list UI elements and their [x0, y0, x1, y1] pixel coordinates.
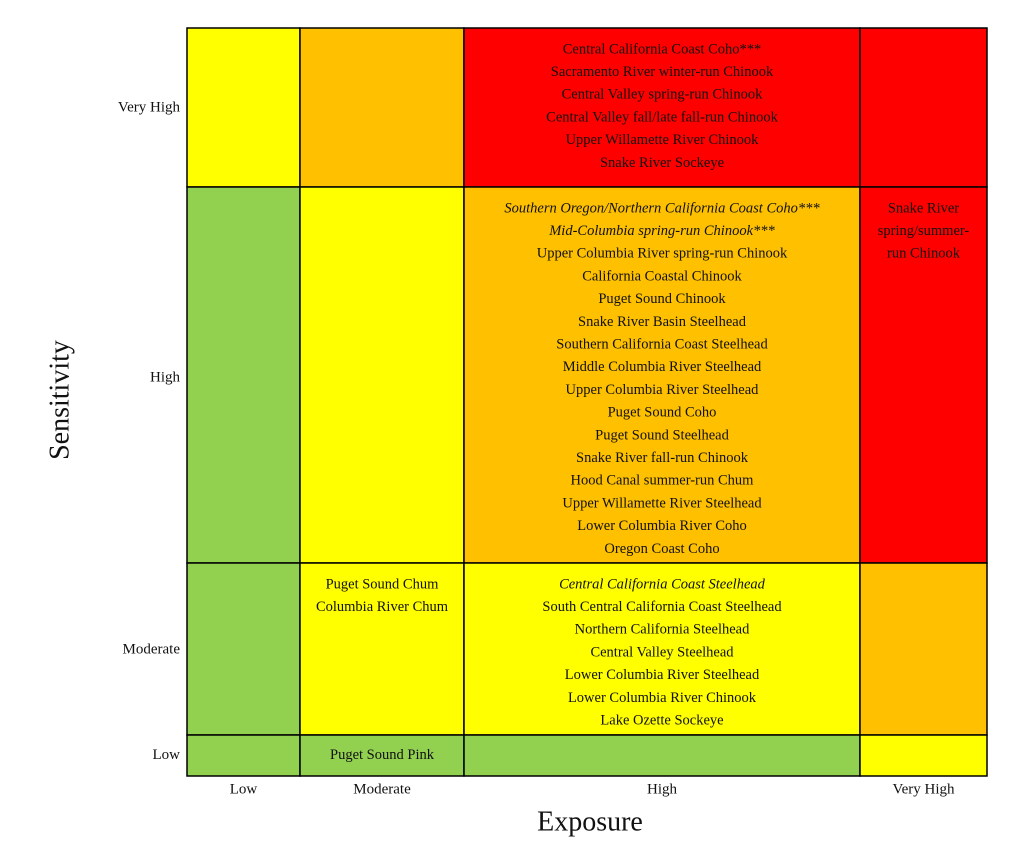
matrix-cell — [186, 27, 301, 188]
species-name: Lake Ozette Sockeye — [600, 713, 723, 729]
species-name: Puget Sound Chinook — [598, 291, 726, 307]
column-label: Very High — [892, 781, 955, 797]
species-name: Puget Sound Pink — [330, 747, 435, 763]
column-label: Low — [230, 781, 258, 797]
species-name: Sacramento River winter-run Chinook — [551, 64, 774, 80]
species-name: Central Valley fall/late fall-run Chinoo… — [546, 109, 778, 125]
row-label: Moderate — [123, 641, 181, 657]
species-name: Central Valley Steelhead — [590, 644, 734, 660]
row-label: Low — [153, 747, 181, 763]
species-name: Middle Columbia River Steelhead — [563, 359, 762, 375]
species-name: Puget Sound Chum — [326, 576, 440, 592]
species-name: Lower Columbia River Steelhead — [565, 667, 760, 683]
matrix-cell — [186, 186, 301, 564]
species-name: Upper Willamette River Chinook — [566, 132, 760, 148]
matrix-cell — [463, 734, 861, 777]
matrix-cell — [186, 562, 301, 736]
species-name: Hood Canal summer-run Chum — [571, 473, 755, 489]
matrix-cell — [463, 27, 861, 188]
column-label: High — [647, 781, 678, 797]
species-name: Upper Willamette River Steelhead — [562, 495, 762, 511]
species-name: Upper Columbia River Steelhead — [566, 382, 760, 398]
species-name: Puget Sound Coho — [608, 405, 717, 421]
species-name: Snake River Sockeye — [600, 155, 724, 171]
matrix-cell — [463, 186, 861, 564]
matrix-cell — [859, 562, 988, 736]
row-label: High — [150, 369, 181, 385]
matrix-cell — [859, 27, 988, 188]
species-name: Snake River — [888, 200, 959, 216]
species-name: Northern California Steelhead — [575, 622, 750, 638]
species-name: Southern Oregon/Northern California Coas… — [504, 200, 820, 216]
species-name: Snake River Basin Steelhead — [578, 314, 747, 330]
species-name: run Chinook — [887, 246, 961, 262]
species-name: Lower Columbia River Coho — [577, 518, 747, 534]
species-name: Columbia River Chum — [316, 599, 449, 615]
matrix-cell — [859, 186, 988, 564]
species-name: Snake River fall-run Chinook — [576, 450, 749, 466]
y-axis-title: Sensitivity — [44, 340, 75, 460]
matrix-cell — [186, 734, 301, 777]
species-name: Central Valley spring-run Chinook — [562, 87, 763, 103]
matrix-cell — [299, 562, 465, 736]
species-name: Puget Sound Steelhead — [595, 427, 729, 443]
species-name: Central California Coast Steelhead — [559, 576, 766, 592]
matrix-cell — [463, 562, 861, 736]
matrix-cell — [299, 27, 465, 188]
species-name: California Coastal Chinook — [582, 268, 742, 284]
species-name: Mid-Columbia spring-run Chinook*** — [548, 223, 775, 239]
species-name: Southern California Coast Steelhead — [556, 337, 768, 353]
column-label: Moderate — [353, 781, 411, 797]
species-name: Central California Coast Coho*** — [563, 41, 762, 57]
matrix-cell — [859, 734, 988, 777]
matrix-cell — [299, 186, 465, 564]
matrix-cell — [299, 734, 465, 777]
species-name: spring/summer- — [878, 223, 970, 239]
species-name: Oregon Coast Coho — [604, 541, 719, 557]
row-label: Very High — [118, 99, 181, 115]
x-axis-title: Exposure — [537, 806, 643, 837]
species-name: South Central California Coast Steelhead — [542, 599, 782, 615]
species-name: Upper Columbia River spring-run Chinook — [537, 246, 788, 262]
species-name: Lower Columbia River Chinook — [568, 690, 757, 706]
